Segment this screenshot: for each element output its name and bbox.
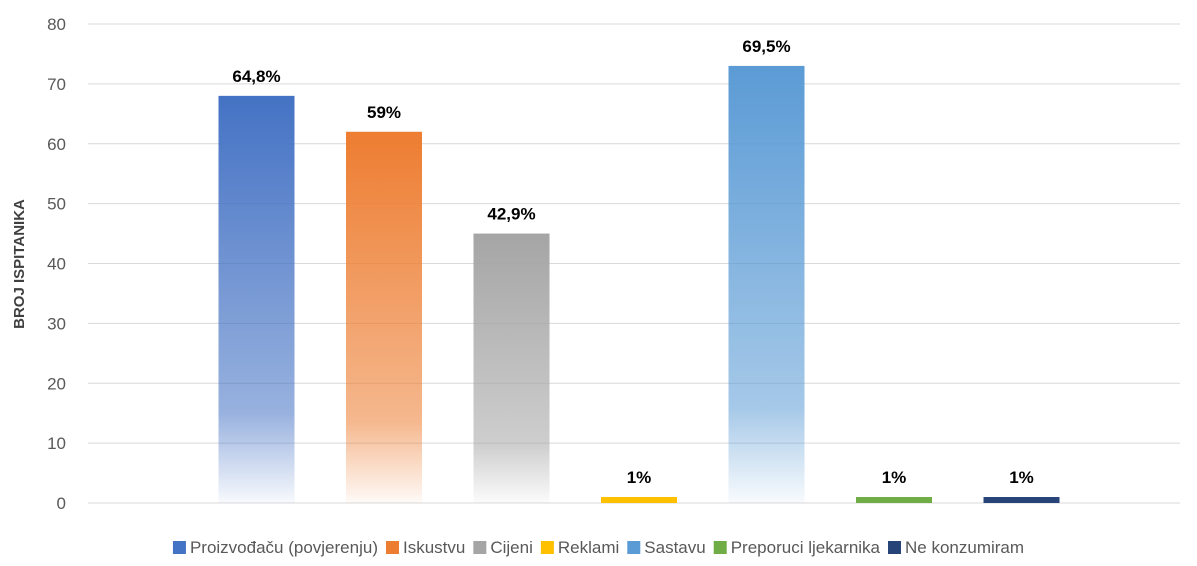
y-tick-label: 60 — [47, 135, 66, 154]
data-label: 59% — [367, 103, 401, 122]
legend-label: Ne konzumiram — [905, 538, 1024, 557]
data-label: 1% — [882, 468, 907, 487]
bar — [983, 497, 1060, 503]
data-label: 69,5% — [742, 37, 790, 56]
legend-label: Reklami — [558, 538, 619, 557]
bar — [218, 95, 295, 503]
y-axis-ticks: 0 10 20 30 40 50 60 70 80 — [47, 15, 66, 513]
legend: Proizvođaču (povjerenju) Iskustvu Cijeni Re… — [172, 538, 1024, 557]
bar — [856, 497, 932, 503]
y-tick-label: 30 — [47, 314, 66, 333]
y-tick-label: 70 — [47, 75, 66, 94]
data-label: 42,9% — [487, 205, 535, 224]
y-tick-label: 0 — [57, 494, 66, 513]
bar — [601, 497, 677, 503]
y-tick-label: 20 — [47, 374, 66, 393]
y-axis-label: BROJ ISPITANIKA — [11, 199, 28, 329]
legend-label: Cijeni — [490, 538, 533, 557]
legend-swatch — [540, 541, 554, 554]
y-tick-label: 40 — [47, 255, 66, 274]
legend-label: Iskustvu — [403, 538, 465, 557]
data-label: 1% — [1009, 468, 1034, 487]
legend-label: Sastavu — [644, 538, 705, 557]
legend-label: Proizvođaču (povjerenju) — [190, 538, 378, 557]
legend-swatch — [473, 541, 487, 554]
legend-swatch — [713, 541, 727, 554]
bar — [728, 65, 805, 503]
y-tick-label: 10 — [47, 434, 66, 453]
data-label: 1% — [627, 468, 652, 487]
legend-swatch — [172, 541, 186, 554]
legend-swatch — [627, 541, 641, 554]
bar — [473, 233, 550, 503]
legend-label: Preporuci ljekarnika — [731, 538, 881, 557]
bar — [346, 131, 422, 503]
y-tick-label: 50 — [47, 195, 66, 214]
bars — [218, 65, 1060, 503]
legend-swatch — [385, 541, 399, 554]
data-label: 64,8% — [232, 67, 280, 86]
y-tick-label: 80 — [47, 15, 66, 34]
data-labels: 64,8% 59% 42,9% 1% 69,5% 1% 1% — [232, 37, 1033, 487]
legend-swatch — [888, 541, 902, 554]
